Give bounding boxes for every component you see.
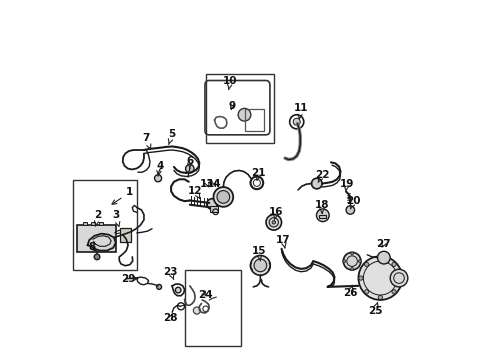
- Bar: [73, 180, 137, 270]
- Circle shape: [350, 252, 353, 255]
- Text: 14: 14: [207, 179, 222, 189]
- Circle shape: [238, 108, 250, 121]
- Bar: [120, 228, 131, 242]
- Circle shape: [213, 187, 233, 207]
- Circle shape: [185, 165, 194, 173]
- Text: 21: 21: [251, 168, 265, 181]
- Text: 20: 20: [346, 196, 360, 209]
- Circle shape: [377, 295, 382, 300]
- Circle shape: [253, 259, 266, 272]
- Text: 11: 11: [293, 103, 307, 119]
- Circle shape: [389, 269, 407, 287]
- Circle shape: [193, 307, 200, 314]
- Text: 15: 15: [251, 246, 265, 261]
- Circle shape: [358, 256, 401, 300]
- Bar: [91, 222, 95, 225]
- Circle shape: [364, 290, 368, 294]
- Bar: [319, 215, 325, 218]
- Text: 12: 12: [187, 186, 202, 199]
- Circle shape: [377, 257, 382, 261]
- Text: 5: 5: [168, 129, 176, 145]
- Text: 29: 29: [121, 274, 138, 284]
- Text: 13: 13: [200, 179, 214, 189]
- Circle shape: [175, 287, 181, 293]
- Circle shape: [217, 190, 229, 203]
- Text: 4: 4: [156, 161, 163, 176]
- Circle shape: [342, 260, 345, 262]
- Text: 8: 8: [88, 242, 96, 252]
- Circle shape: [250, 256, 270, 275]
- Text: 7: 7: [142, 133, 150, 149]
- Circle shape: [358, 276, 362, 280]
- Circle shape: [397, 276, 401, 280]
- Text: 6: 6: [186, 156, 193, 168]
- Circle shape: [94, 254, 100, 260]
- Bar: [184, 270, 241, 346]
- Text: 1: 1: [112, 187, 133, 204]
- Circle shape: [391, 262, 395, 266]
- Text: 23: 23: [163, 267, 177, 279]
- Text: 24: 24: [198, 290, 213, 300]
- Text: 25: 25: [367, 302, 382, 315]
- Circle shape: [271, 221, 275, 224]
- Circle shape: [154, 175, 161, 182]
- Circle shape: [293, 118, 300, 125]
- Text: 27: 27: [376, 239, 390, 248]
- Text: 26: 26: [343, 285, 357, 298]
- Circle shape: [343, 252, 360, 270]
- Bar: [210, 206, 218, 212]
- Circle shape: [206, 199, 217, 209]
- Text: 3: 3: [112, 210, 120, 226]
- Text: 16: 16: [268, 207, 283, 220]
- Circle shape: [364, 262, 368, 266]
- Circle shape: [350, 267, 353, 270]
- Bar: [77, 225, 116, 252]
- Circle shape: [265, 215, 281, 230]
- Text: 17: 17: [275, 235, 290, 248]
- Circle shape: [346, 206, 354, 214]
- Text: 9: 9: [228, 101, 235, 111]
- Text: 19: 19: [339, 179, 353, 191]
- Circle shape: [358, 260, 361, 262]
- Circle shape: [311, 178, 322, 189]
- Bar: [99, 222, 103, 225]
- Circle shape: [377, 251, 389, 264]
- Bar: [244, 109, 264, 131]
- Circle shape: [391, 290, 395, 294]
- Text: 18: 18: [314, 200, 329, 213]
- Text: 28: 28: [163, 312, 177, 323]
- Bar: [83, 222, 87, 225]
- Text: 22: 22: [314, 170, 329, 183]
- Circle shape: [316, 209, 328, 222]
- Bar: [205, 74, 274, 143]
- Circle shape: [156, 284, 161, 289]
- Text: 2: 2: [94, 210, 102, 226]
- Text: 10: 10: [223, 76, 237, 89]
